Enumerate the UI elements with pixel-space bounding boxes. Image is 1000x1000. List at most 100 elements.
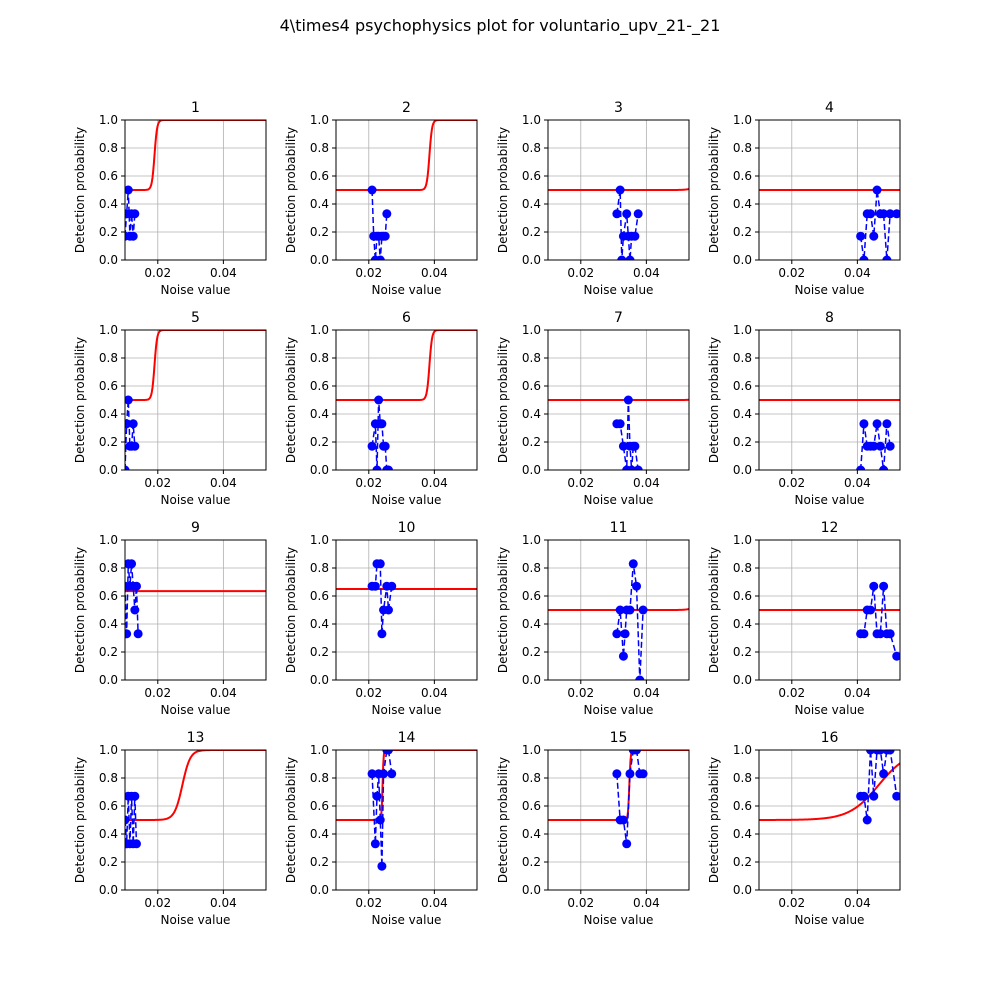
axes-frame xyxy=(547,539,690,681)
y-tick-label: 0.8 xyxy=(733,351,752,365)
y-tick-label: 0.2 xyxy=(99,435,118,449)
data-point xyxy=(856,231,866,241)
y-tick-label: 1.0 xyxy=(310,323,329,337)
y-tick-label: 0.0 xyxy=(310,883,329,897)
data-point xyxy=(859,791,869,801)
y-tick-label: 0.6 xyxy=(733,379,752,393)
axes-frame xyxy=(124,119,267,261)
y-tick-label: 0.0 xyxy=(522,673,541,687)
y-tick-label: 1.0 xyxy=(99,533,118,547)
subplot-2: 0.02 0.04 0.0 0.2 0.4 0.6 0.8 1.0 Noise value Det… xyxy=(284,100,478,297)
y-tick-label: 0.4 xyxy=(99,197,118,211)
data-point xyxy=(372,465,382,470)
y-tick-label: 0.8 xyxy=(733,141,752,155)
x-tick-label: 0.02 xyxy=(567,266,594,280)
data-point xyxy=(885,209,895,219)
y-axis-label: Detection probability xyxy=(284,127,298,253)
y-tick-label: 0.4 xyxy=(733,197,752,211)
x-tick-label: 0.04 xyxy=(210,476,237,490)
data-point xyxy=(383,605,393,615)
x-tick-label: 0.02 xyxy=(355,686,382,700)
fit-curve xyxy=(759,762,900,821)
data-point xyxy=(387,769,397,779)
y-tick-label: 0.6 xyxy=(733,169,752,183)
data-point xyxy=(859,629,869,639)
y-tick-label: 0.4 xyxy=(99,617,118,631)
data-point xyxy=(622,209,632,219)
data-point xyxy=(865,209,875,219)
fit-curve xyxy=(336,120,477,191)
data-layer xyxy=(125,750,266,849)
fit-curve xyxy=(125,120,266,191)
data-point xyxy=(133,629,143,639)
subplot-1: 0.02 0.04 0.0 0.2 0.4 0.6 0.8 1.0 Noise value Det… xyxy=(73,100,267,297)
y-tick-label: 1.0 xyxy=(522,743,541,757)
data-point xyxy=(125,629,132,639)
y-tick-label: 1.0 xyxy=(99,743,118,757)
x-tick-label: 0.02 xyxy=(567,686,594,700)
y-tick-label: 0.0 xyxy=(310,253,329,267)
data-layer xyxy=(759,185,900,260)
subplot-title: 11 xyxy=(610,520,628,536)
axes-frame xyxy=(758,539,901,681)
y-tick-label: 0.0 xyxy=(99,673,118,687)
y-tick-label: 0.2 xyxy=(99,855,118,869)
subplot-16: 0.02 0.04 0.0 0.2 0.4 0.6 0.8 1.0 Noise value Det… xyxy=(707,730,901,927)
data-point xyxy=(859,255,869,260)
y-tick-label: 0.8 xyxy=(522,561,541,575)
subplot-4: 0.02 0.04 0.0 0.2 0.4 0.6 0.8 1.0 Noise value Det… xyxy=(707,100,901,297)
y-axis-label: Detection probability xyxy=(284,337,298,463)
plot-area xyxy=(336,540,477,680)
y-tick-label: 1.0 xyxy=(99,113,118,127)
data-point xyxy=(125,815,130,825)
x-axis-label: Noise value xyxy=(372,703,442,717)
data-point xyxy=(630,441,640,451)
subplot-title: 14 xyxy=(398,730,416,746)
data-point xyxy=(623,395,633,405)
data-layer xyxy=(759,399,900,470)
data-point xyxy=(632,581,642,591)
subplot-title: 8 xyxy=(825,310,834,326)
y-tick-label: 0.6 xyxy=(522,589,541,603)
axes-frame xyxy=(758,749,901,891)
y-tick-label: 0.8 xyxy=(522,351,541,365)
data-point xyxy=(382,209,392,219)
y-tick-label: 0.2 xyxy=(733,435,752,449)
y-axis-label: Detection probability xyxy=(707,757,721,883)
y-tick-label: 0.4 xyxy=(733,617,752,631)
y-tick-label: 0.4 xyxy=(522,827,541,841)
y-tick-label: 0.2 xyxy=(310,225,329,239)
y-tick-label: 0.0 xyxy=(99,883,118,897)
y-tick-label: 0.6 xyxy=(733,589,752,603)
data-point xyxy=(131,581,141,591)
subplot-7: 0.02 0.04 0.0 0.2 0.4 0.6 0.8 1.0 Noise value Det… xyxy=(496,310,690,507)
data-point xyxy=(377,861,387,871)
subplot-title: 2 xyxy=(402,100,411,116)
figure-title: 4\times4 psychophysics plot for voluntar… xyxy=(279,16,721,35)
data-point xyxy=(872,185,882,195)
data-point xyxy=(638,769,648,779)
y-axis-label: Detection probability xyxy=(284,757,298,883)
y-tick-label: 1.0 xyxy=(733,113,752,127)
data-point xyxy=(879,209,889,219)
y-tick-label: 0.4 xyxy=(733,827,752,841)
y-axis-label: Detection probability xyxy=(707,337,721,463)
subplot-title: 6 xyxy=(402,310,411,326)
y-tick-label: 0.6 xyxy=(310,589,329,603)
x-axis-label: Noise value xyxy=(161,283,231,297)
data-point xyxy=(380,231,390,241)
subplot-15: 0.02 0.04 0.0 0.2 0.4 0.6 0.8 1.0 Noise value Det… xyxy=(496,730,690,927)
x-tick-label: 0.02 xyxy=(778,266,805,280)
data-point xyxy=(612,629,622,639)
axes-frame xyxy=(335,119,478,261)
y-axis-label: Detection probability xyxy=(496,757,510,883)
y-tick-label: 0.8 xyxy=(310,141,329,155)
axes-frame xyxy=(335,539,478,681)
data-point xyxy=(882,419,892,429)
y-tick-label: 0.0 xyxy=(733,673,752,687)
x-tick-label: 0.04 xyxy=(421,686,448,700)
subplot-14: 0.02 0.04 0.0 0.2 0.4 0.6 0.8 1.0 Noise value Det… xyxy=(284,730,478,927)
data-point xyxy=(630,231,640,241)
x-tick-label: 0.02 xyxy=(355,266,382,280)
